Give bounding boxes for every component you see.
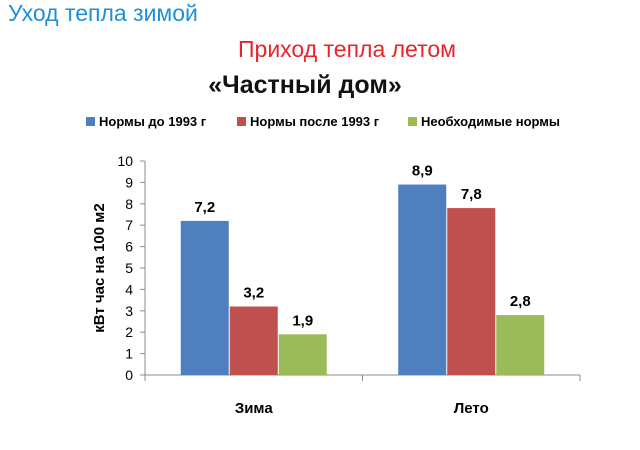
data-label: 2,8 xyxy=(510,293,531,310)
y-tick-label: 2 xyxy=(125,324,133,340)
bar xyxy=(496,315,545,375)
bar xyxy=(180,220,229,375)
summer-heat-gain-heading: Приход тепла летом xyxy=(238,36,456,62)
y-tick-label: 3 xyxy=(125,303,133,319)
y-tick-label: 6 xyxy=(125,239,133,255)
legend-swatch xyxy=(408,117,417,126)
bar xyxy=(278,334,327,375)
data-label: 7,2 xyxy=(194,199,215,216)
bar xyxy=(229,306,278,375)
legend-label: Нормы до 1993 г xyxy=(99,114,207,129)
data-label: 1,9 xyxy=(292,312,313,329)
y-tick-label: 5 xyxy=(125,260,133,276)
winter-heat-loss-heading: Уход тепла зимой xyxy=(8,0,198,26)
y-tick-label: 1 xyxy=(125,346,133,362)
legend-swatch xyxy=(86,117,95,126)
data-label: 7,8 xyxy=(461,186,482,203)
chart-title: «Частный дом» xyxy=(208,71,402,99)
data-label: 8,9 xyxy=(412,163,433,180)
legend-label: Необходимые нормы xyxy=(421,114,560,129)
y-axis-title: кВт час на 100 м2 xyxy=(91,203,108,332)
data-label: 3,2 xyxy=(243,285,264,302)
x-category-label: Зима xyxy=(235,400,274,417)
y-tick-label: 10 xyxy=(117,153,133,169)
legend-swatch xyxy=(237,117,246,126)
legend-label: Нормы после 1993 г xyxy=(250,114,380,129)
y-tick-label: 8 xyxy=(125,196,133,212)
chart-bars xyxy=(180,184,545,375)
y-tick-label: 4 xyxy=(125,281,133,297)
bar xyxy=(398,184,447,375)
y-tick-label: 7 xyxy=(125,217,133,233)
x-category-label: Лето xyxy=(454,400,489,417)
y-tick-label: 0 xyxy=(125,367,133,383)
chart-legend: Нормы до 1993 г Нормы после 1993 г Необход… xyxy=(86,114,560,129)
chart-axes: 0 1 2 3 4 5 6 7 8 9 10 Зима Лето кВт час на 100 м2 xyxy=(91,153,581,417)
bar xyxy=(447,208,496,375)
chart-data-labels: 7,2 3,2 1,9 8,9 7,8 2,8 xyxy=(194,163,530,330)
y-tick-label: 9 xyxy=(125,174,133,190)
